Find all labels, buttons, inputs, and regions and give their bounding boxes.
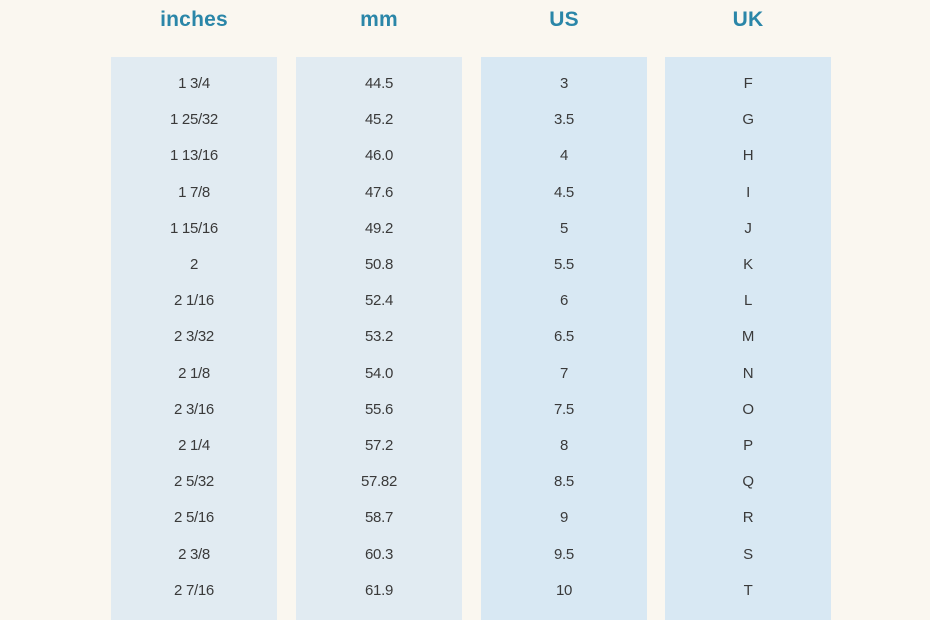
table-cell-inches: 2 1/8 <box>178 364 210 382</box>
column-header-uk: UK <box>732 8 764 31</box>
table-cell-uk: N <box>742 364 754 382</box>
table-cell-inches: 2 <box>189 256 199 273</box>
table-cell-mm: 55.6 <box>365 400 393 418</box>
table-cell-mm: 46.0 <box>365 147 393 165</box>
table-cell-uk: L <box>743 292 753 310</box>
table-cell-inches: 1 3/4 <box>178 75 210 92</box>
table-cell-us: 7.5 <box>554 400 574 418</box>
table-cell-inches: 2 5/32 <box>174 473 214 491</box>
table-cell-us: 6 <box>559 292 569 310</box>
table-cell-mm: 44.5 <box>365 75 393 92</box>
table-cell-uk: R <box>742 509 754 527</box>
table-cell-inches: 2 3/16 <box>174 400 214 418</box>
table-cell-inches: 2 5/16 <box>174 509 214 527</box>
table-cell-mm: 60.3 <box>365 545 393 563</box>
table-cell-inches: 2 1/4 <box>178 437 210 454</box>
column-header-us: US <box>549 8 579 31</box>
table-cell-inches: 2 3/32 <box>174 328 214 346</box>
table-cell-uk: O <box>742 400 754 418</box>
table-cell-uk: T <box>743 581 753 599</box>
column-header-inches: inches <box>160 8 228 31</box>
table-cell-inches: 1 7/8 <box>178 183 210 201</box>
table-cell-mm: 57.82 <box>360 473 398 491</box>
table-cell-us: 6.5 <box>554 328 574 346</box>
table-cell-us: 9.5 <box>554 545 574 563</box>
table-cell-mm: 57.2 <box>365 437 393 454</box>
table-cell-us: 4 <box>559 147 569 165</box>
table-cell-mm: 52.4 <box>365 292 393 310</box>
table-cell-uk: H <box>742 147 754 165</box>
table-cell-inches: 1 13/16 <box>170 147 218 165</box>
table-cell-uk: M <box>741 328 755 346</box>
table-cell-us: 4.5 <box>554 183 574 201</box>
table-cell-mm: 53.2 <box>365 328 393 346</box>
column-mm: mm 44.5 45.2 46.0 47.6 49.2 50.8 52.4 53.2 54.0 5… <box>296 0 462 620</box>
column-inches: inches 1 3/4 1 25/32 1 13/16 1 7/8 1 15/16 2 2… <box>111 0 277 620</box>
table-cell-uk: K <box>743 256 753 273</box>
table-cell-mm: 50.8 <box>365 256 393 273</box>
table-cell-us: 9 <box>559 509 569 527</box>
table-cell-inches: 1 15/16 <box>170 219 218 237</box>
table-cell-uk: P <box>743 437 753 454</box>
table-cell-mm: 45.2 <box>365 111 393 129</box>
table-cell-mm: 49.2 <box>365 219 393 237</box>
table-cell-inches: 1 25/32 <box>170 111 218 129</box>
column-header-mm: mm <box>360 8 398 31</box>
table-cell-inches: 2 1/16 <box>174 292 214 310</box>
table-cell-mm: 47.6 <box>365 183 393 201</box>
table-cell-us: 5.5 <box>554 256 574 273</box>
table-cell-uk: Q <box>742 473 754 491</box>
column-body-us: 3 3.5 4 4.5 5 5.5 6 6.5 7 7.5 8 8.5 9 9.5 10 <box>481 57 647 620</box>
table-cell-us: 3.5 <box>554 111 574 129</box>
table-cell-uk: S <box>743 545 753 563</box>
table-cell-inches: 2 3/8 <box>178 545 210 563</box>
table-cell-mm: 54.0 <box>365 364 393 382</box>
table-cell-us: 8.5 <box>554 473 574 491</box>
column-body-inches: 1 3/4 1 25/32 1 13/16 1 7/8 1 15/16 2 2 1/16 2 … <box>111 57 277 620</box>
table-cell-us: 3 <box>559 75 569 92</box>
table-cell-uk: G <box>742 111 754 129</box>
column-us: US 3 3.5 4 4.5 5 5.5 6 6.5 7 7.5 8 8.5 9 9.5 10 <box>481 0 647 620</box>
table-cell-inches: 2 7/16 <box>174 581 214 599</box>
table-cell-us: 5 <box>559 219 569 237</box>
table-cell-uk: J <box>744 219 752 237</box>
table-cell-us: 7 <box>559 364 569 382</box>
table-cell-mm: 58.7 <box>365 509 393 527</box>
column-body-mm: 44.5 45.2 46.0 47.6 49.2 50.8 52.4 53.2 54.0 55.6… <box>296 57 462 620</box>
table-cell-uk: I <box>746 183 750 201</box>
table-cell-us: 10 <box>555 581 573 599</box>
table-cell-uk: F <box>743 75 753 92</box>
table-cell-us: 8 <box>559 437 569 454</box>
table-cell-mm: 61.9 <box>365 581 393 599</box>
